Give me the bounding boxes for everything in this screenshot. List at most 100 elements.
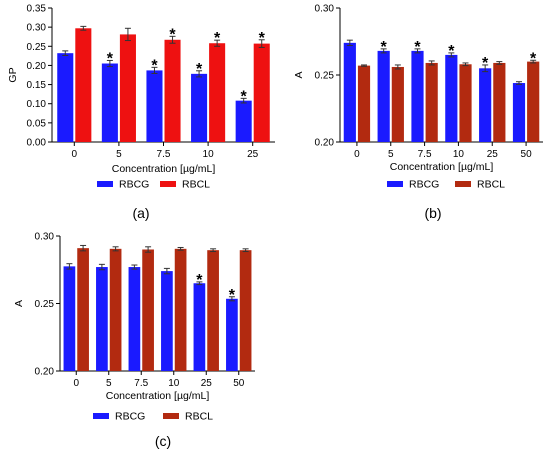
y-tick-label: 0.25 [27, 42, 47, 53]
legend-label-rbcg: RBCG [115, 411, 145, 423]
legend-label-rbcl: RBCL [185, 411, 213, 423]
bar-rbcg [146, 70, 163, 142]
bar-rbcl [425, 62, 438, 142]
bar-rbcg [512, 83, 526, 142]
y-tick-label: 0.00 [27, 138, 47, 149]
bar-rbcg [343, 42, 356, 143]
x-tick-label: 25 [487, 149, 499, 160]
panel-label-a: (a) [132, 205, 149, 221]
x-axis-label: Concentration [µg/mL] [112, 163, 216, 175]
y-tick-label: 0.05 [27, 118, 47, 129]
x-tick-label: 25 [201, 378, 213, 389]
bar-rbcl [459, 64, 472, 142]
bar-rbcg [235, 100, 252, 142]
significance-marker: * [414, 39, 421, 56]
y-tick-label: 0.20 [35, 367, 55, 378]
x-tick-label: 0 [354, 149, 360, 160]
significance-marker: * [107, 50, 114, 67]
y-axis-label: GP [7, 67, 19, 82]
bar-rbcg [101, 63, 118, 143]
bar-rbcg [445, 54, 458, 142]
bar-rbcg [193, 283, 206, 371]
x-tick-label: 5 [106, 378, 112, 389]
panel-a-chart: 0.00 0.05 0.10 0.15 0.20 0.25 0.30 0.35 0 5 * 7.5 * *… [7, 4, 275, 191]
legend-swatch-rbcg [97, 181, 113, 187]
y-axis-label: A [13, 300, 25, 307]
bar-rbcl [77, 248, 89, 371]
bar-rbcl [119, 34, 136, 142]
x-tick-label: 10 [168, 378, 180, 389]
bar-rbcg [479, 68, 492, 142]
significance-marker: * [241, 88, 248, 105]
legend-label-rbcg: RBCG [409, 179, 439, 191]
bar-rbcl [207, 250, 219, 371]
panel-label-b: (b) [424, 205, 441, 221]
bar-rbcg [226, 298, 238, 371]
bar-rbcg [411, 50, 424, 142]
significance-marker: * [196, 272, 203, 289]
y-tick-label: 0.25 [35, 299, 55, 310]
y-tick-label: 0.25 [315, 71, 335, 82]
bar-rbcl [142, 249, 154, 371]
bar-rbcg [191, 73, 208, 142]
legend-swatch-rbcl [455, 181, 471, 187]
legend-swatch-rbcl [163, 413, 179, 419]
y-tick-label: 0.15 [27, 80, 47, 91]
bar-rbcl [527, 61, 540, 142]
bar-rbcl [493, 62, 506, 142]
significance-marker: * [381, 39, 388, 56]
bar-rbcg [161, 271, 173, 371]
significance-marker: * [259, 30, 266, 47]
x-axis-label: Concentration [µg/mL] [106, 390, 210, 402]
y-tick-label: 0.10 [27, 99, 47, 110]
significance-marker: * [169, 26, 176, 43]
x-tick-label: 7.5 [134, 378, 148, 389]
legend-swatch-rbcg [387, 181, 403, 187]
significance-marker: * [151, 57, 158, 74]
panel-b-chart: 0.20 0.25 0.30 0 5 * 7.5 * 10 * 25 * 50 * Concentratio… [293, 4, 543, 191]
y-tick-label: 0.30 [315, 4, 335, 15]
bar-rbcl [109, 248, 122, 371]
x-tick-label: 25 [247, 149, 259, 160]
significance-marker: * [196, 61, 203, 78]
y-tick-label: 0.20 [27, 61, 47, 72]
legend-swatch-rbcg [93, 413, 109, 419]
y-axis-label: A [293, 71, 305, 78]
significance-marker: * [530, 50, 537, 67]
bar-rbcg [377, 50, 390, 142]
x-tick-label: 10 [203, 149, 215, 160]
panel-c-chart: 0.20 0.25 0.30 0 5 7.5 10 25 * 50 * Concentration [… [13, 232, 255, 423]
significance-marker: * [448, 43, 455, 60]
x-tick-label: 50 [521, 149, 533, 160]
y-tick-label: 0.35 [27, 4, 47, 15]
legend-label-rbcl: RBCL [182, 179, 210, 191]
x-tick-label: 0 [72, 149, 78, 160]
x-axis-label: Concentration [µg/mL] [390, 161, 494, 173]
bar-rbcg [96, 267, 108, 371]
significance-marker: * [482, 55, 489, 72]
bar-rbcl [357, 65, 371, 142]
bar-rbcg [128, 267, 141, 371]
y-tick-label: 0.30 [27, 23, 47, 34]
significance-marker: * [214, 30, 221, 47]
x-tick-label: 5 [116, 149, 122, 160]
panel-label-c: (c) [155, 433, 171, 449]
bar-rbcg [57, 53, 74, 143]
x-tick-label: 0 [73, 378, 79, 389]
y-tick-label: 0.30 [35, 232, 55, 243]
bar-rbcg [63, 266, 76, 371]
x-tick-label: 7.5 [157, 149, 171, 160]
bar-rbcl [209, 43, 226, 143]
bar-rbcl [391, 66, 404, 142]
significance-marker: * [229, 287, 236, 304]
legend-swatch-rbcl [160, 181, 176, 187]
bar-rbcl [164, 39, 181, 142]
legend-label-rbcg: RBCG [119, 179, 149, 191]
bar-rbcl [75, 28, 92, 142]
x-tick-label: 5 [388, 149, 394, 160]
bar-rbcl [239, 250, 252, 371]
bar-rbcl [174, 248, 187, 371]
x-tick-label: 50 [233, 378, 245, 389]
x-tick-label: 10 [453, 149, 465, 160]
